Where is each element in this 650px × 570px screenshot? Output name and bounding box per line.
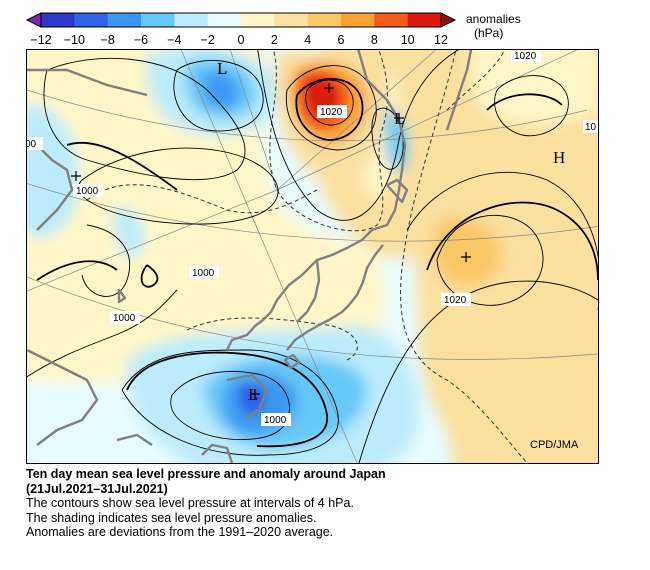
colorbar-cell	[41, 13, 75, 27]
legend-unit-line2: (hPa)	[474, 26, 504, 40]
anomaly-zero-lines	[86, 50, 528, 463]
isobar-labels: 1020 1020 1020 1000 1000 1000 1000 00 10	[27, 50, 598, 426]
low-center-south: L	[248, 385, 258, 404]
credit: CPD/JMA	[530, 439, 579, 451]
colorbar-tick-label: 12	[434, 33, 448, 47]
colorbar-cell	[341, 13, 375, 27]
isobar-label-northeast: 1020	[514, 51, 537, 62]
colorbar-cell	[241, 13, 275, 27]
colorbar-high-arrow	[440, 12, 457, 28]
isobars	[27, 50, 598, 463]
caption-title: Ten day mean sea level pressure and anom…	[26, 467, 386, 481]
low-center-north: L	[217, 59, 227, 78]
caption-line-anomalies: Anomalies are deviations from the 1991–2…	[26, 525, 334, 539]
colorbar-tick-label: 6	[338, 33, 345, 47]
colorbar-cell	[307, 13, 342, 27]
colorbar-tick-label: −4	[167, 33, 181, 47]
isobar-label-center: 1000	[192, 268, 215, 279]
colorbar-cells	[40, 12, 442, 28]
caption-line-contours: The contours show sea level pressure at …	[26, 496, 354, 510]
cross-mark-east-high	[461, 252, 471, 262]
isobar-label-south: 1000	[264, 415, 287, 426]
pressure-anomaly-map: L L L H 1020 1020 1020 1000 1000 1000 10…	[26, 49, 599, 464]
isobar-label-west-edge: 00	[27, 139, 37, 150]
cross-mark-south-low	[250, 389, 260, 399]
colorbar-tick-label: −12	[30, 33, 51, 47]
colorbar-tick-label: 2	[271, 33, 278, 47]
colorbar-cell	[407, 13, 442, 27]
cross-mark-east-low	[394, 113, 404, 123]
cross-mark-west-low	[71, 171, 81, 181]
isobar-label-east-edge: 10	[585, 122, 597, 133]
anomaly-shading	[27, 50, 598, 463]
anomaly-colorbar: −12 −10 −8 −6 −4 −2 0 2 4 6 8 10 12	[25, 12, 457, 47]
isobar-label-north: 1020	[320, 107, 343, 118]
colorbar-cell	[107, 13, 142, 27]
isobar-label-west: 1000	[76, 186, 99, 197]
colorbar-cell	[274, 13, 308, 27]
high-center-east: H	[553, 148, 565, 167]
colorbar-tick-label: 10	[401, 33, 415, 47]
colorbar-cell	[174, 13, 208, 27]
legend-unit: anomalies (hPa)	[466, 12, 521, 40]
caption: Ten day mean sea level pressure and anom…	[26, 467, 626, 540]
isobar-label-east: 1020	[444, 295, 467, 306]
center-marks	[71, 83, 471, 399]
caption-line-shading: The shading indicates sea level pressure…	[26, 510, 317, 525]
colorbar-tick-label: −6	[134, 33, 148, 47]
colorbar-tick-label: 0	[238, 33, 245, 47]
colorbar-ticks: −12 −10 −8 −6 −4 −2 0 2 4 6 8 10 12	[30, 33, 448, 47]
colorbar-tick-label: −2	[201, 33, 215, 47]
coastlines	[27, 50, 473, 463]
caption-period: (21Jul.2021–31Jul.2021)	[26, 481, 168, 496]
legend-unit-line1: anomalies	[466, 12, 521, 26]
cross-mark-north-high	[324, 83, 334, 93]
colorbar-tick-label: −10	[64, 33, 85, 47]
colorbar-cell	[207, 13, 242, 27]
colorbar-low-arrow	[25, 12, 42, 28]
colorbar-cell	[374, 13, 408, 27]
colorbar-cell	[141, 13, 175, 27]
colorbar-tick-label: −8	[101, 33, 115, 47]
isobars-bold	[36, 77, 598, 448]
colorbar-cell	[74, 13, 108, 27]
isobar-label-southwest: 1000	[113, 313, 136, 324]
low-center-northeast: L	[394, 109, 404, 128]
colorbar-tick-label: 8	[371, 33, 378, 47]
colorbar-tick-label: 4	[304, 33, 311, 47]
